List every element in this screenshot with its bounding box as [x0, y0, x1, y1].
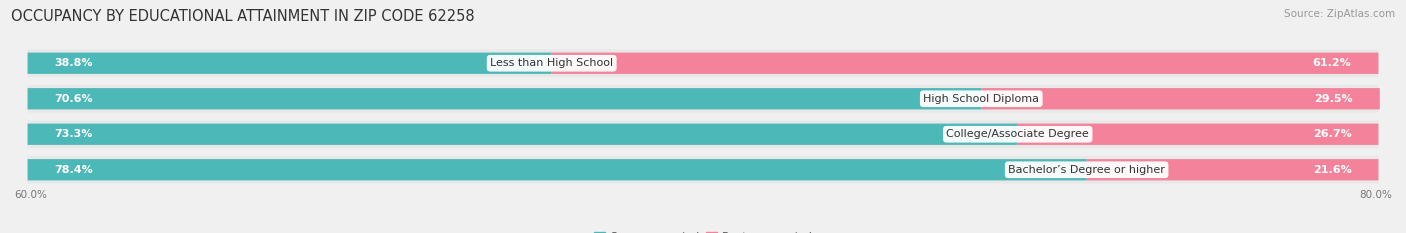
Text: 80.0%: 80.0%: [1360, 190, 1392, 200]
Text: Source: ZipAtlas.com: Source: ZipAtlas.com: [1284, 9, 1395, 19]
FancyBboxPatch shape: [28, 49, 1378, 77]
Text: 26.7%: 26.7%: [1313, 129, 1351, 139]
FancyBboxPatch shape: [28, 123, 1018, 145]
FancyBboxPatch shape: [551, 53, 1378, 74]
FancyBboxPatch shape: [28, 156, 1378, 184]
Text: 61.2%: 61.2%: [1313, 58, 1351, 68]
Text: OCCUPANCY BY EDUCATIONAL ATTAINMENT IN ZIP CODE 62258: OCCUPANCY BY EDUCATIONAL ATTAINMENT IN Z…: [11, 9, 475, 24]
FancyBboxPatch shape: [28, 53, 551, 74]
FancyBboxPatch shape: [28, 159, 1087, 180]
Text: 73.3%: 73.3%: [55, 129, 93, 139]
FancyBboxPatch shape: [28, 120, 1378, 148]
FancyBboxPatch shape: [981, 88, 1379, 110]
Text: 21.6%: 21.6%: [1313, 165, 1351, 175]
FancyBboxPatch shape: [28, 85, 1378, 113]
FancyBboxPatch shape: [28, 88, 981, 110]
Text: College/Associate Degree: College/Associate Degree: [946, 129, 1090, 139]
Text: 70.6%: 70.6%: [55, 94, 93, 104]
Text: High School Diploma: High School Diploma: [924, 94, 1039, 104]
Legend: Owner-occupied, Renter-occupied: Owner-occupied, Renter-occupied: [593, 232, 813, 233]
Text: Bachelor’s Degree or higher: Bachelor’s Degree or higher: [1008, 165, 1166, 175]
Text: 60.0%: 60.0%: [14, 190, 46, 200]
FancyBboxPatch shape: [1087, 159, 1378, 180]
Text: Less than High School: Less than High School: [491, 58, 613, 68]
Text: 38.8%: 38.8%: [55, 58, 93, 68]
FancyBboxPatch shape: [1018, 123, 1378, 145]
Text: 78.4%: 78.4%: [55, 165, 93, 175]
Text: 29.5%: 29.5%: [1315, 94, 1353, 104]
